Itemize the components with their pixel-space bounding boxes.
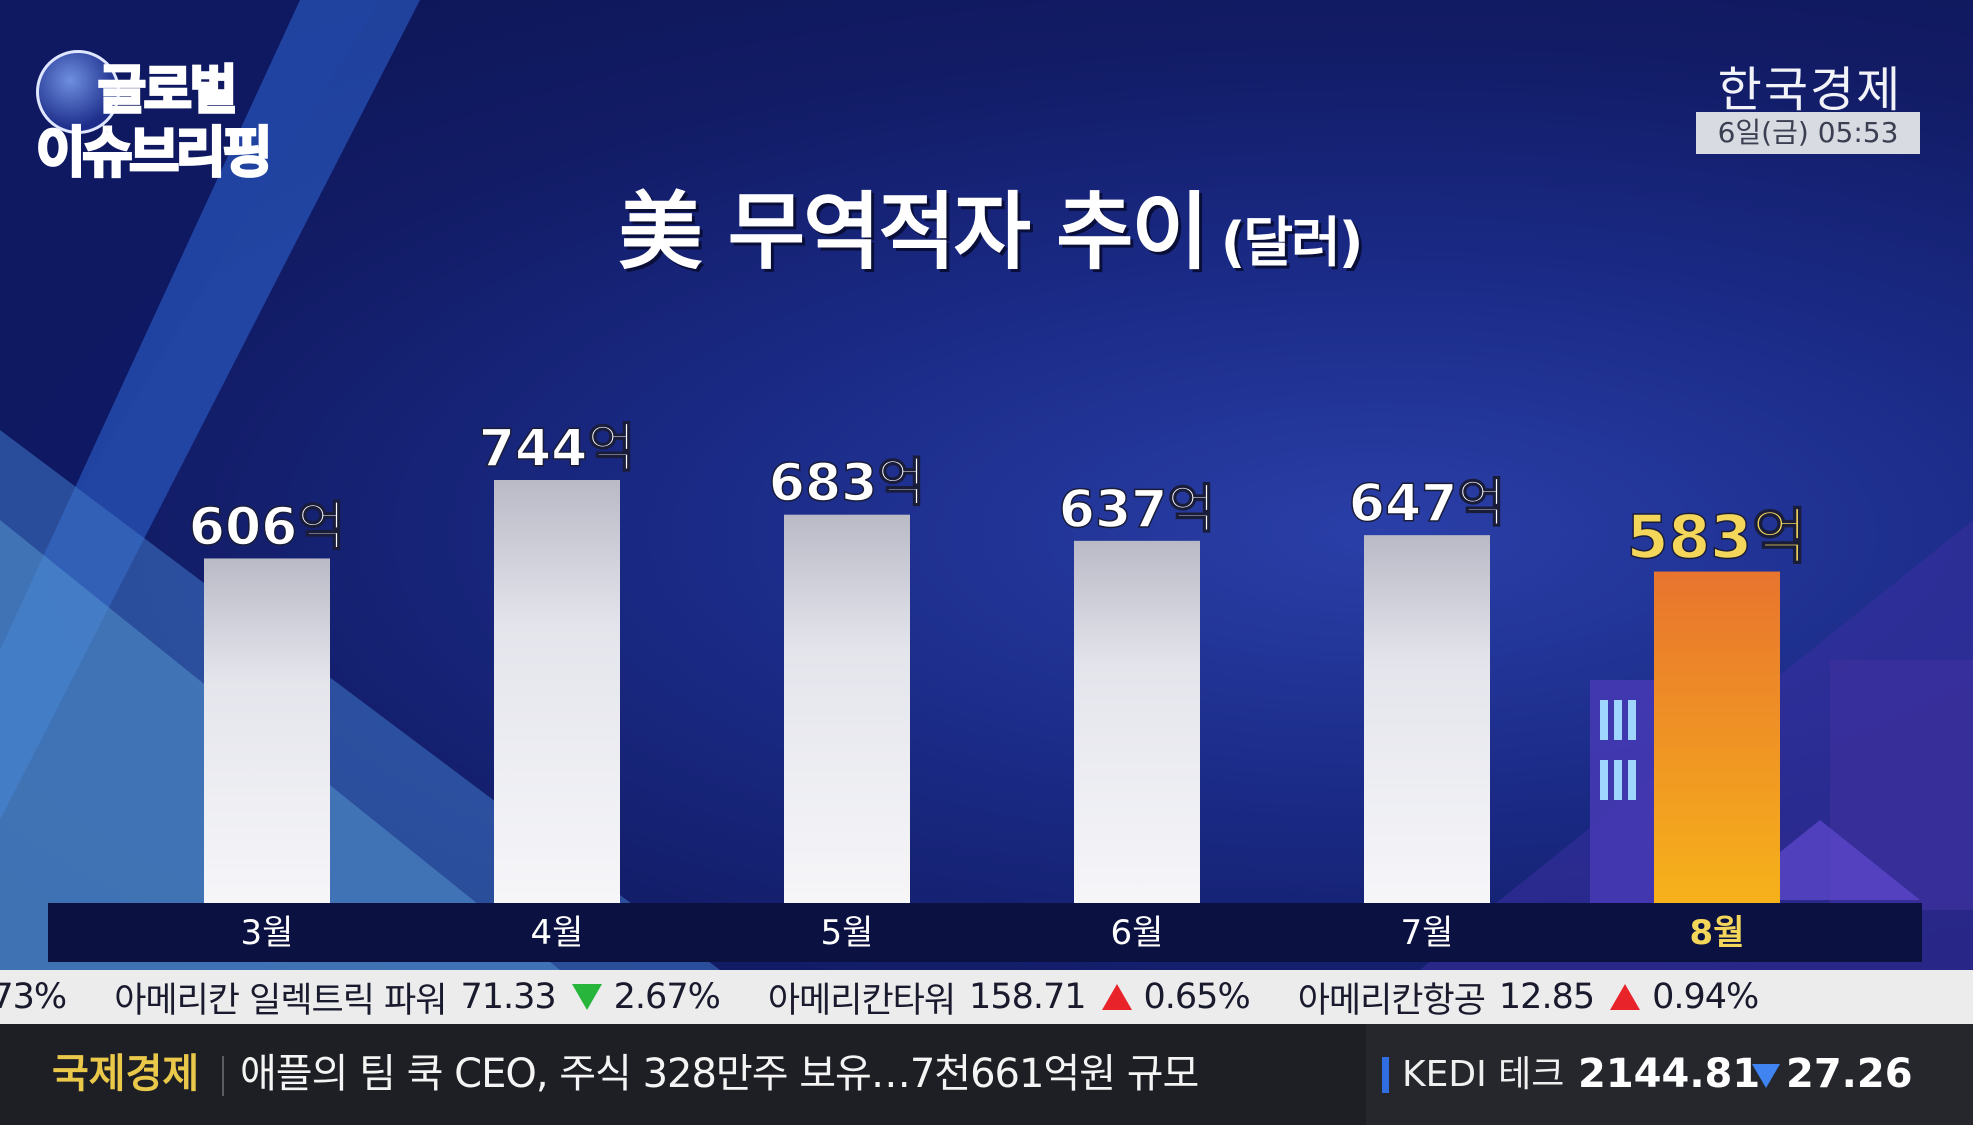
chart-title-main: 美 무역적자 추이 (618, 183, 1209, 281)
data-label: 683억 (769, 454, 925, 514)
broadcast-clock: 6일(금) 05:53 (1696, 112, 1920, 154)
x-tick-label: 6월 (1111, 913, 1164, 953)
x-tick-label: 5월 (821, 913, 874, 953)
bar-6월 (1074, 540, 1200, 903)
up-arrow-icon (1610, 984, 1641, 1010)
index-name: KEDI 테크 (1402, 1054, 1565, 1095)
data-label: 647억 (1349, 474, 1505, 534)
bar-chart: 606억 3월 744억 4월 683억 5월 637억 6월 647억 7월 583억 8월 (48, 418, 1922, 962)
stock-ticker: 0.73% 아메리칸 일렉트릭 파워 71.33 2.67% 아메리칸타워 15… (0, 970, 1973, 1024)
index-marker (1382, 1057, 1389, 1093)
ticker-name: 아메리칸타워 (767, 980, 956, 1021)
x-tick-label: 8월 (1690, 913, 1745, 953)
data-label: 606억 (189, 497, 345, 557)
ticker-item: 0.73% (0, 977, 67, 1017)
news-category: 국제경제 (52, 1051, 200, 1097)
news-divider (222, 1056, 224, 1096)
ticker-value: 71.33 (460, 977, 556, 1017)
bar-5월 (784, 514, 910, 903)
ticker-name: 아메리칸항공 (1297, 980, 1486, 1021)
ticker-value: 12.85 (1498, 977, 1595, 1017)
data-label: 637억 (1059, 480, 1215, 540)
logo-line-2: 이슈브리핑 (34, 120, 273, 186)
globe-icon (36, 50, 120, 134)
ticker-item: 아메리칸타워 158.71 0.65% (767, 972, 1251, 1023)
index-change: 27.26 (1786, 1051, 1913, 1097)
bar-4월 (494, 480, 620, 903)
x-tick-label: 4월 (531, 913, 584, 953)
data-label: 744억 (479, 419, 635, 479)
news-crawl: 국제경제 애플의 팀 쿡 CEO, 주식 328만주 보유…7천661억원 규모… (0, 1024, 1973, 1125)
ticker-row: 0.73% 아메리칸 일렉트릭 파워 71.33 2.67% 아메리칸타워 15… (0, 970, 1806, 1024)
down-arrow-icon (571, 984, 602, 1010)
ticker-change: 0.94% (1652, 977, 1759, 1017)
logo-line-1: 글로벌 (97, 60, 240, 123)
bar-3월 (204, 558, 330, 903)
ticker-change: 2.67% (613, 977, 721, 1017)
x-tick-label: 7월 (1401, 913, 1454, 953)
chart-title: 美 무역적자 추이 (달러) (300, 165, 1680, 286)
bar-7월 (1364, 535, 1490, 903)
broadcaster-name: 한국경제 (1717, 62, 1903, 118)
show-logo: 글로벌 이슈브리핑 (34, 46, 326, 186)
index-box: KEDI 테크 2144.81 27.26 (1366, 1024, 1973, 1125)
ticker-change: 0.73% (0, 977, 67, 1017)
x-axis-band (48, 903, 1922, 962)
ticker-value: 158.71 (969, 977, 1086, 1017)
news-headline: 애플의 팀 쿡 CEO, 주식 328만주 보유…7천661억원 규모 (240, 1051, 1199, 1097)
ticker-item: 아메리칸항공 12.85 0.94% (1297, 972, 1760, 1023)
data-label: 583억 (1627, 503, 1807, 573)
index-value: 2144.81 (1578, 1051, 1761, 1097)
ticker-change: 0.65% (1143, 977, 1251, 1017)
ticker-item: 아메리칸 일렉트릭 파워 71.33 2.67% (114, 972, 721, 1023)
bar-8월 (1654, 571, 1780, 903)
x-tick-label: 3월 (241, 913, 294, 953)
ticker-name: 아메리칸 일렉트릭 파워 (114, 980, 447, 1021)
up-arrow-icon (1101, 984, 1132, 1010)
down-arrow-icon (1752, 1064, 1780, 1088)
chart-title-unit: (달러) (1220, 211, 1364, 274)
